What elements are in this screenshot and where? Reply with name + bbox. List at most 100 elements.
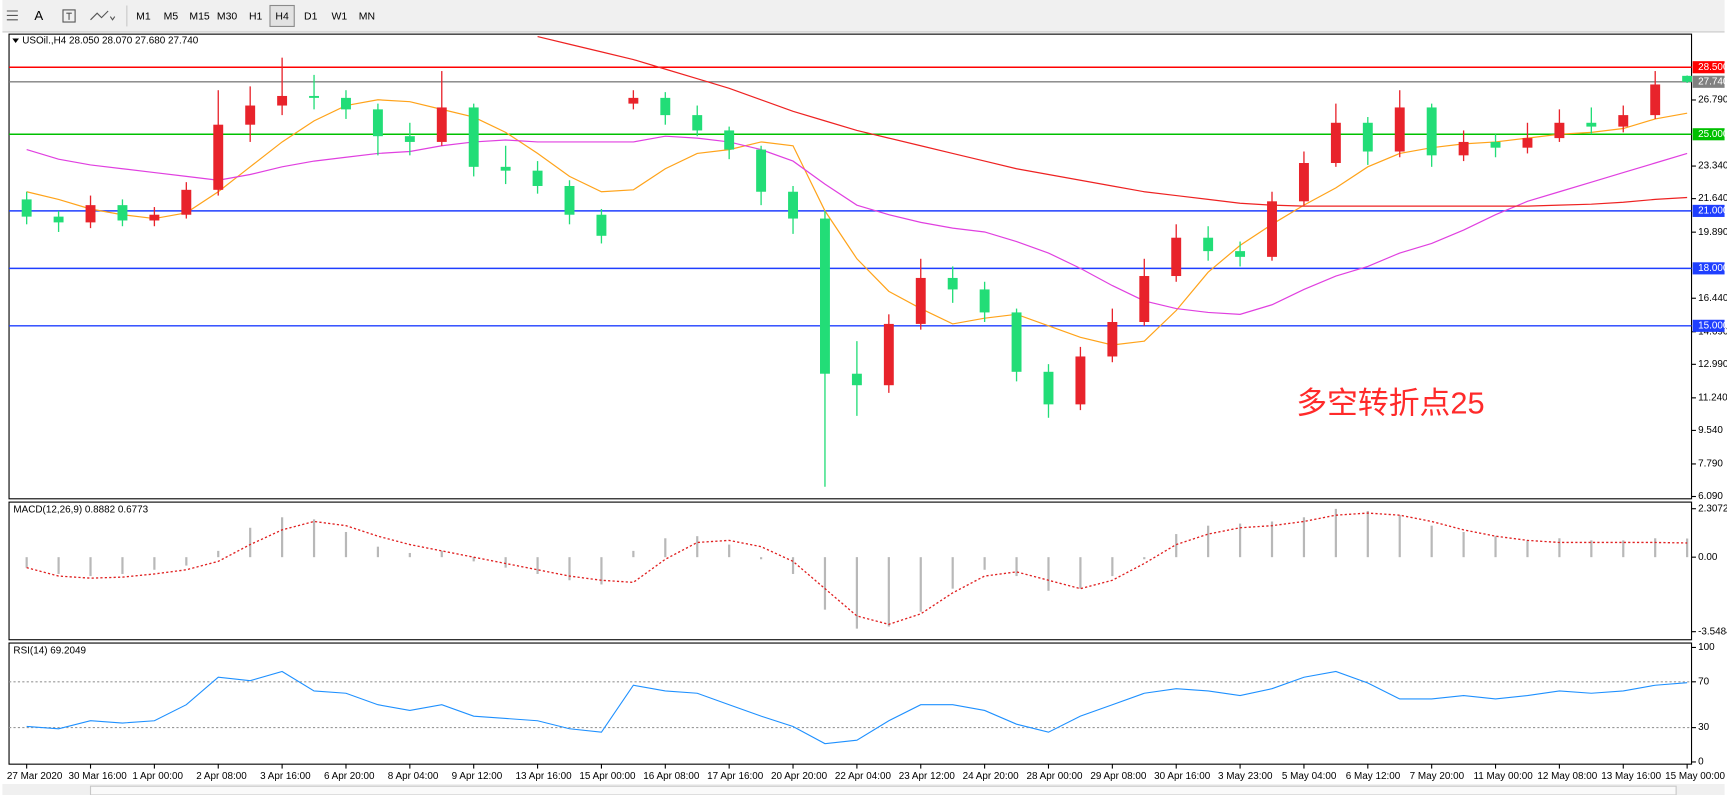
annotation: 多空转折点25 [1296,385,1484,420]
candle-body [947,277,958,290]
icon-text-label[interactable] [62,9,76,23]
candle-body [820,218,830,374]
candle-body [1043,371,1054,405]
candle-body [756,149,767,192]
x-tick-label: 6 Apr 20:00 [324,771,375,782]
x-tick-label: 22 Apr 04:00 [835,771,892,782]
icon-menu[interactable] [6,10,18,21]
candle-body [1330,122,1341,164]
rsi-panel [8,642,1693,765]
level-price-label: 21.000 [1698,206,1727,217]
rsi-line [26,670,1688,745]
period-button[interactable]: D1 [304,11,318,22]
x-tick-label: 11 May 00:00 [1474,771,1534,782]
candle-body [404,136,415,142]
x-tick-label: 17 Apr 16:00 [707,771,764,782]
candle-body [468,107,479,167]
candle-body [1426,107,1437,156]
candle-body [724,130,735,150]
candle-body [1394,107,1405,152]
text-tool[interactable]: A [34,8,43,23]
candle-body [660,97,671,116]
x-tick-label: 1 Apr 00:00 [132,771,183,782]
candle-body [851,373,862,386]
period-button[interactable]: M5 [164,11,179,22]
signal-line [26,512,1688,626]
period-button[interactable]: W1 [332,11,348,22]
y-tick-label: 0 [1698,757,1704,768]
candle-body [692,115,703,131]
candle-body [1618,115,1629,127]
y-tick-label: 9.540 [1698,425,1723,436]
candle-body [245,105,256,125]
candle-body [436,107,447,142]
y-tick-label: 11.240 [1698,392,1727,403]
candle-body [564,185,575,215]
x-tick-label: 2 Apr 08:00 [196,771,247,782]
y-tick-label: 16.440 [1698,293,1727,304]
y-tick-label: -3.5484 [1698,626,1727,637]
x-tick-label: 23 Apr 12:00 [899,771,956,782]
y-tick-label: 26.790 [1698,95,1727,106]
level-price-label: 28.500 [1698,62,1727,73]
x-tick-label: 28 Apr 00:00 [1026,771,1083,782]
candle-body [1267,201,1277,257]
candle-body [213,124,224,190]
period-button[interactable]: H4 [275,11,289,22]
candle-body [181,189,192,215]
scrollbar[interactable] [89,785,1677,795]
level-price-box [1692,75,1725,88]
candle-body [309,95,320,98]
level-price-box [1692,262,1725,275]
level-price-label: 15.000 [1698,320,1727,331]
collapse-arrow[interactable] [12,38,19,43]
y-tick-label: 6.090 [1698,491,1723,502]
y-tick-label: 30 [1698,722,1710,733]
x-tick-label: 9 Apr 12:00 [452,771,503,782]
level-price-box [1692,204,1725,217]
x-tick-label: 5 May 04:00 [1282,771,1337,782]
candle-body [1554,122,1565,139]
y-tick-label: 12.990 [1698,359,1727,370]
y-tick-label: 70 [1698,676,1710,687]
x-tick-label: 30 Mar 16:00 [69,771,128,782]
period-button[interactable]: H1 [249,11,263,22]
icon-arrows[interactable] [90,10,116,21]
x-tick-label: 13 Apr 16:00 [516,771,573,782]
moving-average [537,35,1688,207]
period-button[interactable]: M1 [136,11,151,22]
candle-body [149,214,160,221]
candle-body [532,170,543,186]
candle-body [979,289,990,313]
x-tick-label: 29 Apr 08:00 [1090,771,1147,782]
y-tick-label: 19.890 [1698,227,1727,238]
moving-average [26,135,1688,315]
y-tick-label: 23.340 [1698,161,1727,172]
x-tick-label: 13 May 16:00 [1601,771,1661,782]
candle-body [1203,237,1214,252]
x-tick-label: 24 Apr 20:00 [963,771,1020,782]
period-button[interactable]: M30 [217,11,238,22]
level-price-label: 25.000 [1698,129,1727,140]
x-tick-label: 6 May 12:00 [1346,771,1401,782]
x-tick-label: 16 Apr 08:00 [643,771,700,782]
price-panel [8,33,1693,500]
candle-body [1298,163,1309,202]
x-tick-label: 12 May 08:00 [1537,771,1597,782]
candle-body [341,97,351,110]
candle-body [277,95,288,106]
period-button[interactable]: MN [359,11,375,22]
candle-body [117,205,128,221]
candle-body [1235,251,1246,257]
period-button[interactable]: M15 [189,11,210,22]
candle-body [1586,122,1597,127]
candle-body [85,205,96,223]
chart-title: USOil.,H4 28.050 28.070 27.680 27.740 [22,35,198,46]
period-active [269,4,295,27]
candle-body [788,191,798,219]
y-tick-label: 2.3072 [1698,503,1727,514]
candle-body [1490,141,1501,148]
y-tick-label: 7.790 [1698,459,1723,470]
